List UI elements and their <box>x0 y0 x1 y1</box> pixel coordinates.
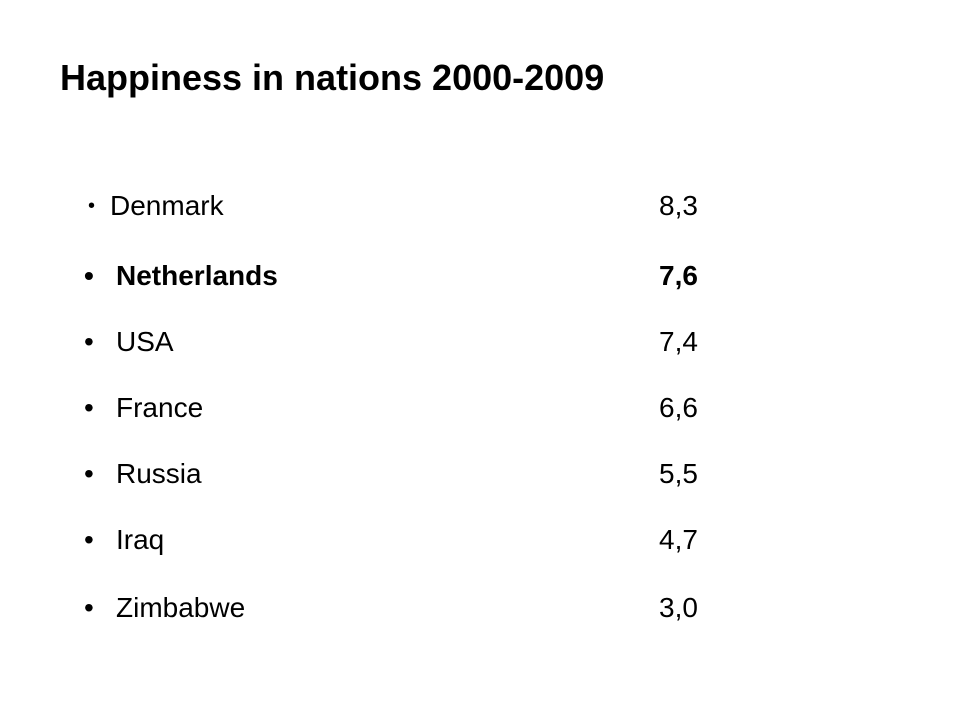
list-item-netherlands: • Netherlands 7,6 <box>0 256 960 296</box>
country-name: Denmark <box>110 190 224 221</box>
bullet-icon: • <box>84 458 94 489</box>
bullet-icon: • <box>84 524 94 555</box>
country-name: Netherlands <box>116 260 278 291</box>
list-item-russia: • Russia 5,5 <box>0 454 960 494</box>
list-item-iraq: • Iraq 4,7 <box>0 520 960 560</box>
happiness-score: 5,5 <box>659 458 698 489</box>
list-item-zimbabwe: • Zimbabwe 3,0 <box>0 588 960 628</box>
happiness-score: 8,3 <box>659 190 698 221</box>
happiness-score: 4,7 <box>659 524 698 555</box>
country-name: Russia <box>116 458 202 489</box>
country-name: USA <box>116 326 174 357</box>
bullet-icon: • <box>84 592 94 623</box>
bullet-icon: • <box>88 195 96 217</box>
list-item-denmark: • Denmark 8,3 <box>0 186 960 226</box>
happiness-score: 7,6 <box>659 260 698 291</box>
country-name: France <box>116 392 204 423</box>
list-item-usa: • USA 7,4 <box>0 322 960 362</box>
happiness-score: 3,0 <box>659 592 698 623</box>
bullet-icon: • <box>84 326 94 357</box>
bullet-icon: • <box>84 392 94 423</box>
bullet-icon: • <box>84 260 94 291</box>
happiness-score: 6,6 <box>659 392 698 423</box>
country-name: Zimbabwe <box>116 592 246 623</box>
list-item-france: • France 6,6 <box>0 388 960 428</box>
happiness-score: 7,4 <box>659 326 698 357</box>
country-name: Iraq <box>116 524 165 555</box>
slide-title: Happiness in nations 2000-2009 <box>60 57 605 98</box>
